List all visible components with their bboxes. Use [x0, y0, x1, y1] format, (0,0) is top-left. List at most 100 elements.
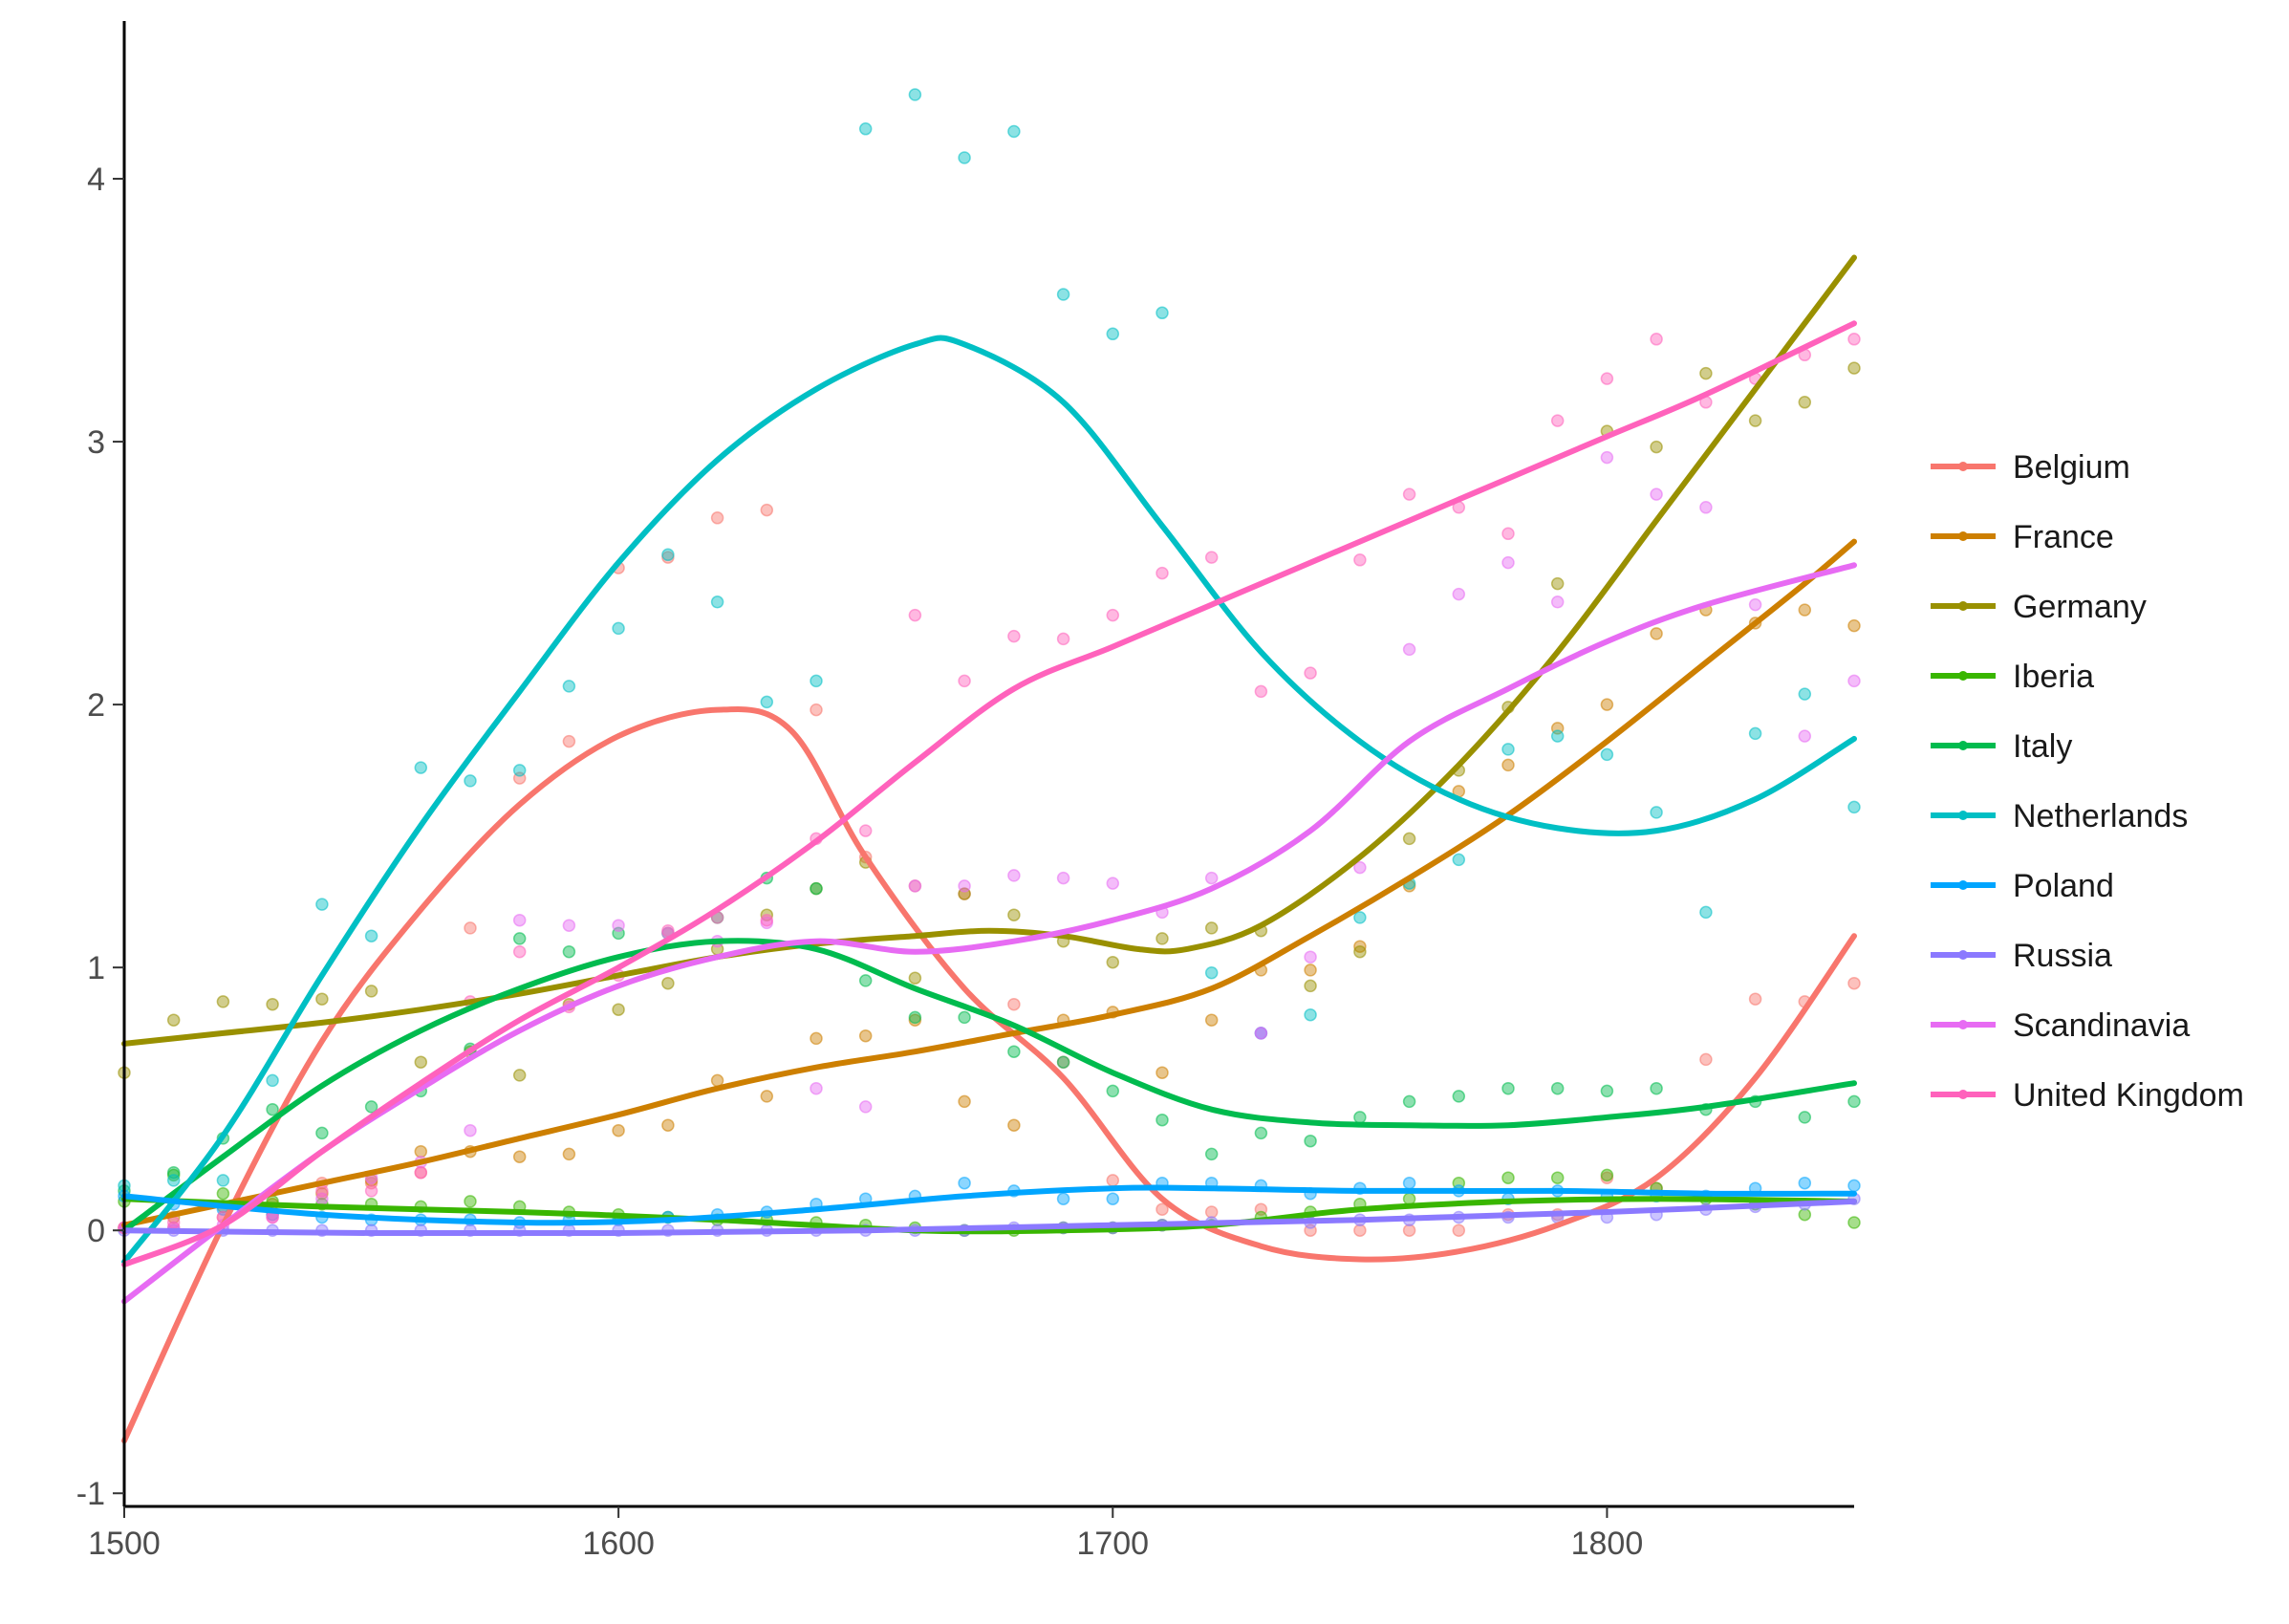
data-point-france: [1007, 1118, 1021, 1132]
data-point-belgium: [562, 734, 576, 748]
y-tick-label: 3: [87, 424, 105, 461]
trend-line-italy: [121, 938, 1857, 1234]
data-point-netherlands: [266, 1073, 279, 1088]
data-point-belgium: [464, 921, 477, 935]
data-point-netherlands: [166, 1174, 181, 1187]
legend-label: Germany: [2013, 589, 2147, 625]
y-tick-label: 1: [87, 950, 105, 986]
data-point-netherlands: [908, 88, 922, 101]
data-point-netherlands: [858, 122, 873, 136]
data-point-germany: [1304, 979, 1317, 993]
x-tick-label: 1600: [582, 1526, 655, 1562]
data-point-scandinavia: [1600, 450, 1614, 465]
legend-key-dot: [1958, 671, 1968, 681]
data-point-italy: [1106, 1084, 1120, 1098]
data-point-belgium: [1204, 1205, 1219, 1219]
data-point-netherlands: [414, 761, 428, 774]
legend-key-dot: [1958, 531, 1968, 541]
data-point-france: [958, 1094, 971, 1109]
data-point-italy: [958, 1010, 971, 1025]
data-point-france: [414, 1144, 428, 1158]
data-point-italy: [1600, 1084, 1614, 1098]
legend-item-poland: Poland: [1931, 868, 2114, 904]
data-point-germany: [612, 1003, 625, 1016]
data-point-italy: [1304, 1134, 1317, 1148]
trend-line-germany: [121, 254, 1857, 1047]
data-point-belgium: [760, 503, 774, 517]
data-point-italy: [562, 944, 576, 959]
trend-line-netherlands: [121, 335, 1857, 1266]
legend-item-france: France: [1931, 519, 2114, 555]
data-point-france: [810, 1031, 823, 1046]
legend-item-netherlands: Netherlands: [1931, 798, 2188, 834]
data-point-italy: [315, 1126, 329, 1140]
data-point-united-kingdom: [1304, 666, 1317, 680]
data-point-scandinavia: [1847, 674, 1861, 688]
legend-label: Russia: [2013, 938, 2112, 974]
trend-line-russia: [121, 1198, 1857, 1237]
legend-item-united-kingdom: United Kingdom: [1931, 1077, 2244, 1114]
data-point-scandinavia: [1402, 642, 1416, 657]
data-point-scandinavia: [1550, 595, 1565, 609]
data-point-netherlands: [612, 621, 625, 636]
legend-item-iberia: Iberia: [1931, 659, 2094, 695]
data-point-france: [760, 1090, 774, 1103]
data-point-iberia: [1550, 1171, 1565, 1184]
data-point-netherlands: [216, 1174, 230, 1187]
data-point-france: [562, 1147, 576, 1161]
data-point-netherlands: [1699, 905, 1713, 920]
legend-label: France: [2013, 519, 2114, 555]
data-point-scandinavia: [1798, 729, 1812, 743]
data-point-poland: [1798, 1176, 1812, 1190]
data-point-united-kingdom: [1501, 527, 1515, 541]
data-point-scandinavia: [1748, 597, 1762, 612]
legend-key-dot: [1958, 462, 1968, 471]
trend-line-iberia: [121, 1196, 1857, 1235]
data-point-scandinavia: [1650, 487, 1663, 501]
data-point-united-kingdom: [1007, 629, 1021, 643]
legend-label: Netherlands: [2013, 798, 2188, 834]
data-point-scandinavia: [562, 919, 576, 932]
data-point-germany: [1204, 921, 1219, 935]
data-point-poland: [1847, 1179, 1861, 1193]
data-point-netherlands: [958, 151, 971, 164]
data-point-italy: [512, 932, 527, 945]
y-tick-label: 0: [87, 1213, 105, 1249]
data-point-germany: [1699, 366, 1713, 380]
data-point-united-kingdom: [1402, 487, 1416, 501]
x-tick-label: 1500: [88, 1526, 161, 1562]
y-tick-label: -1: [76, 1476, 105, 1512]
data-point-netherlands: [1204, 965, 1219, 980]
data-point-germany: [364, 985, 378, 998]
data-point-italy: [1353, 1111, 1367, 1124]
data-point-germany: [1748, 414, 1762, 427]
data-point-italy: [810, 881, 823, 896]
data-point-iberia: [1501, 1171, 1515, 1184]
data-point-france: [858, 1029, 873, 1043]
data-point-poland: [958, 1176, 971, 1190]
data-point-italy: [1650, 1081, 1663, 1095]
data-point-germany: [661, 976, 675, 990]
data-point-germany: [1402, 832, 1416, 846]
data-point-netherlands: [1353, 911, 1367, 924]
data-point-belgium: [1699, 1052, 1713, 1067]
trend-line-france: [121, 538, 1857, 1228]
data-point-italy: [1204, 1147, 1219, 1161]
data-point-iberia: [1847, 1216, 1861, 1229]
data-point-netherlands: [760, 695, 774, 709]
data-point-germany: [1650, 440, 1663, 454]
data-point-france: [612, 1123, 625, 1137]
data-point-italy: [908, 1010, 922, 1025]
data-point-scandinavia: [1452, 587, 1466, 601]
legend-key-dot: [1958, 1020, 1968, 1029]
data-point-united-kingdom: [958, 674, 971, 688]
data-point-iberia: [464, 1195, 477, 1208]
data-point-italy: [1056, 1055, 1070, 1069]
data-point-italy: [1155, 1113, 1169, 1127]
data-point-united-kingdom: [414, 1165, 428, 1180]
data-point-united-kingdom: [512, 944, 527, 959]
data-point-netherlands: [1501, 743, 1515, 756]
legend-item-russia: Russia: [1931, 938, 2112, 974]
data-point-germany: [1007, 908, 1021, 921]
data-point-france: [1204, 1013, 1219, 1027]
